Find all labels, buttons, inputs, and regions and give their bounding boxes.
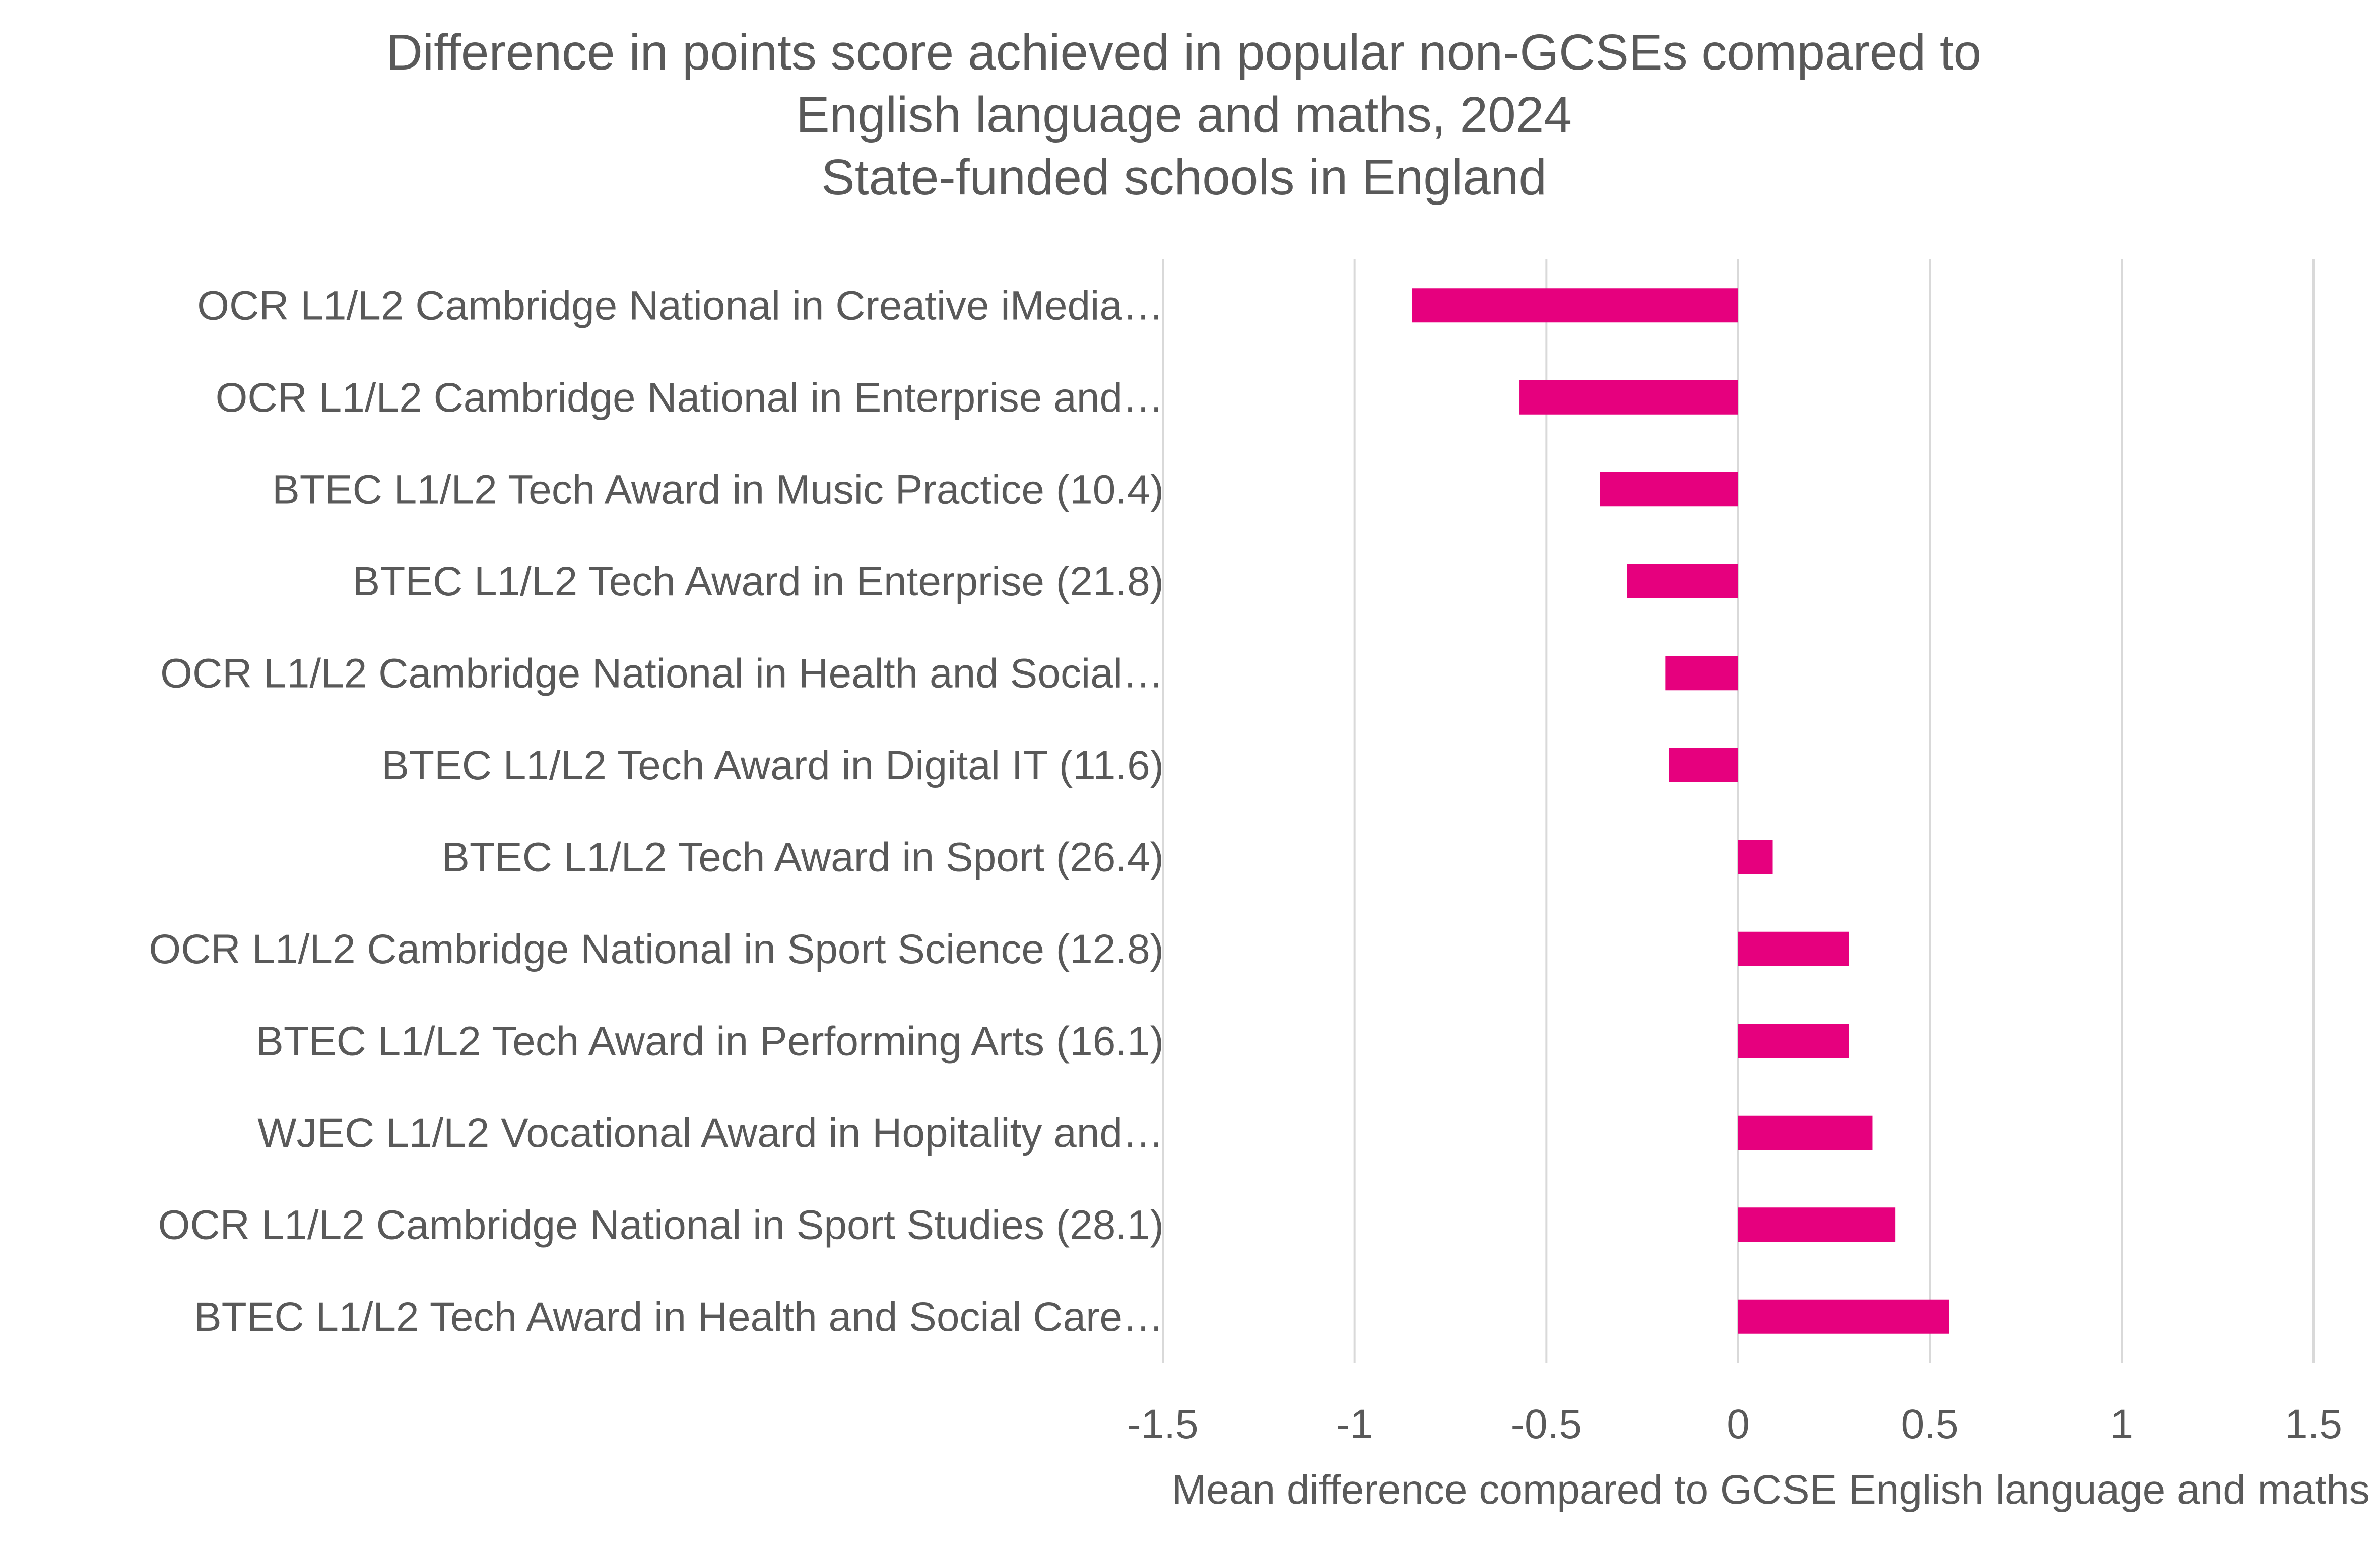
x-tick-label: -1.5 [1127, 1401, 1198, 1447]
category-label: OCR L1/L2 Cambridge National in Health a… [160, 650, 1164, 696]
x-tick-label: -0.5 [1511, 1401, 1582, 1447]
category-label: OCR L1/L2 Cambridge National in Enterpri… [216, 375, 1164, 421]
x-tick-label: 0.5 [1901, 1401, 1959, 1447]
x-axis-title: Mean difference compared to GCSE English… [1172, 1467, 2370, 1513]
category-label: BTEC L1/L2 Tech Award in Performing Arts… [256, 1018, 1164, 1064]
chart-title-line-1: Difference in points score achieved in p… [386, 24, 1982, 81]
x-tick-label: 1 [2110, 1401, 2134, 1447]
bar [1519, 380, 1738, 415]
category-label: BTEC L1/L2 Tech Award in Music Practice … [272, 466, 1164, 512]
bar [1738, 1024, 1849, 1058]
gridlines [1162, 259, 2315, 1363]
bar [1738, 1115, 1873, 1150]
category-label: BTEC L1/L2 Tech Award in Health and Soci… [194, 1294, 1164, 1340]
bars [1412, 288, 1949, 1334]
chart-title-line-3: State-funded schools in England [821, 149, 1547, 206]
x-axis-tick-labels: -1.5 -1 -0.5 0 0.5 1 1.5 [1127, 1401, 2342, 1447]
category-label: OCR L1/L2 Cambridge National in Sport Sc… [149, 926, 1164, 972]
chart-title-line-2: English language and maths, 2024 [796, 87, 1572, 143]
x-tick-label: -1 [1336, 1401, 1373, 1447]
category-label: OCR L1/L2 Cambridge National in Sport St… [158, 1202, 1164, 1248]
category-label: BTEC L1/L2 Tech Award in Sport (26.4) [442, 834, 1164, 880]
bar [1738, 931, 1849, 966]
x-tick-label: 0 [1727, 1401, 1750, 1447]
bar [1669, 748, 1738, 782]
category-label: WJEC L1/L2 Vocational Award in Hopitalit… [257, 1110, 1164, 1156]
bar [1665, 656, 1738, 691]
bar [1738, 840, 1773, 874]
x-tick-label: 1.5 [2285, 1401, 2342, 1447]
bar [1627, 564, 1738, 598]
chart-title: Difference in points score achieved in p… [386, 24, 1982, 206]
category-label: BTEC L1/L2 Tech Award in Digital IT (11.… [381, 742, 1164, 788]
category-labels: OCR L1/L2 Cambridge National in Creative… [149, 283, 1164, 1340]
bar [1600, 472, 1738, 507]
bar [1738, 1207, 1896, 1242]
category-label: OCR L1/L2 Cambridge National in Creative… [197, 283, 1164, 328]
bar [1412, 288, 1738, 323]
bar [1738, 1299, 1949, 1334]
category-label: BTEC L1/L2 Tech Award in Enterprise (21.… [353, 559, 1164, 604]
